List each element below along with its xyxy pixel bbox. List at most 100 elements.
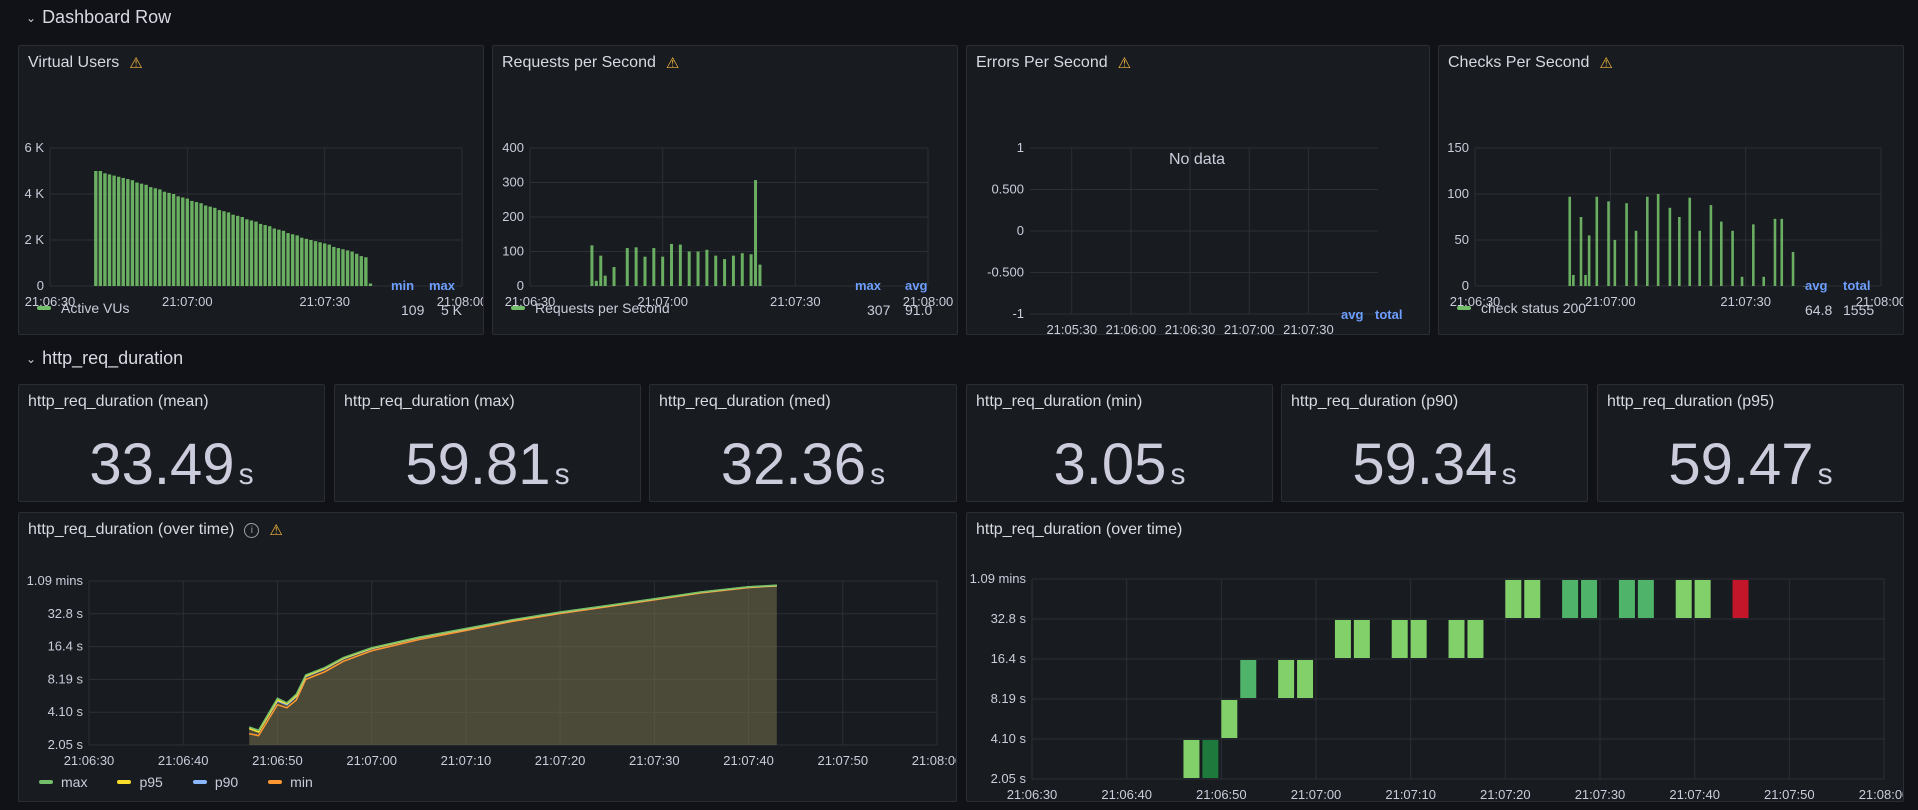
legend-item-check-status[interactable]: check status 200 xyxy=(1457,300,1586,316)
stat-value: 59.81 s xyxy=(335,431,640,498)
panel-requests-per-second[interactable]: Requests per Second ⚠ 400 300 200 100 0 21:06… xyxy=(492,45,958,335)
y-tick-label: 2.05 s xyxy=(991,771,1027,786)
x-tick-label: 21:07:00 xyxy=(346,753,397,768)
legend-value-avg: 64.8 xyxy=(1805,302,1833,318)
legend-header-max[interactable]: max xyxy=(855,278,882,293)
info-icon[interactable]: i xyxy=(244,522,260,538)
bar xyxy=(139,183,144,286)
legend-header-total[interactable]: total xyxy=(1375,307,1403,322)
x-tick-label: 21:07:00 xyxy=(1224,322,1275,335)
bar xyxy=(281,230,286,286)
bar xyxy=(723,259,727,286)
stat-unit: s xyxy=(1170,458,1186,491)
bar xyxy=(599,255,603,286)
row-header-dashboard-row[interactable]: ⌄ Dashboard Row xyxy=(26,7,171,28)
legend-item-p90[interactable]: p90 xyxy=(192,774,239,790)
x-tick-label: 21:07:30 xyxy=(770,294,821,309)
y-tick-label: 16.4 s xyxy=(48,639,84,654)
panel-errors-per-second[interactable]: Errors Per Second ⚠ 1 0.500 0 -0.500 -1 21:05… xyxy=(966,45,1430,335)
warning-icon[interactable]: ⚠ xyxy=(129,54,143,72)
bar xyxy=(245,219,249,286)
bar xyxy=(199,203,203,286)
stat-panel-med[interactable]: http_req_duration (med) 32.36 s xyxy=(649,384,957,502)
bar xyxy=(149,187,153,286)
panel-http-req-duration-timeseries[interactable]: http_req_duration (over time) i ⚠ 1.09 m… xyxy=(18,512,957,802)
bar xyxy=(1587,235,1591,286)
legend-item-min[interactable]: min xyxy=(268,774,313,790)
legend-header-total[interactable]: total xyxy=(1843,278,1871,293)
legend-label: p90 xyxy=(214,774,239,790)
bar xyxy=(1584,274,1587,286)
heatmap-cell xyxy=(1694,580,1711,618)
stat-panel-mean[interactable]: http_req_duration (mean) 33.49 s xyxy=(18,384,325,502)
y-tick-label: 0 xyxy=(1462,278,1469,293)
x-tick-label: 21:06:30 xyxy=(1450,294,1501,309)
panel-http-req-duration-heatmap[interactable]: http_req_duration (over time) 1.09 mins 3… xyxy=(966,512,1904,802)
x-tick-label: 21:07:40 xyxy=(1669,787,1720,802)
heatmap-cell xyxy=(1334,620,1351,658)
legend-header-min[interactable]: min xyxy=(391,278,415,293)
virtual-users-chart: 6 K 4 K 2 K 021:06:30 21:07:00 21:07:30 21:08:… xyxy=(24,140,483,309)
bar xyxy=(144,184,148,286)
heatmap-cell xyxy=(1581,580,1598,618)
bar xyxy=(1625,203,1628,286)
panel-virtual-users[interactable]: Virtual Users ⚠ 6 K 4 K 2 K 0 21:06:30 21:07:… xyxy=(18,45,484,335)
bar xyxy=(1595,196,1599,286)
x-tick-label: 21:06:50 xyxy=(1196,787,1247,802)
warning-icon[interactable]: ⚠ xyxy=(665,54,680,72)
bar xyxy=(1572,274,1575,286)
panel-title: Errors Per Second ⚠ xyxy=(976,54,1131,72)
legend-header-avg[interactable]: avg xyxy=(1805,278,1828,293)
bar xyxy=(268,226,272,286)
stat-unit: s xyxy=(1501,458,1517,491)
bar xyxy=(235,215,240,286)
legend-value-min: 109 xyxy=(401,302,425,318)
bar xyxy=(94,171,98,286)
x-tick-label: 21:05:30 xyxy=(1046,322,1097,335)
warning-icon[interactable]: ⚠ xyxy=(1117,54,1132,72)
bar xyxy=(103,173,107,286)
x-tick-label: 21:07:50 xyxy=(1764,787,1815,802)
y-tick-label: 4.10 s xyxy=(991,731,1027,746)
bar xyxy=(203,205,208,286)
y-tick-label: 8.19 s xyxy=(991,691,1027,706)
stat-panel-min[interactable]: http_req_duration (min) 3.05 s xyxy=(966,384,1273,502)
heatmap-cell xyxy=(1353,620,1370,658)
legend-item-active-vus[interactable]: Active VUs xyxy=(37,300,129,316)
bar xyxy=(194,202,199,286)
legend-header-max[interactable]: max xyxy=(429,278,456,293)
y-tick-label: 400 xyxy=(502,140,524,155)
row-header-http-req-duration[interactable]: ⌄ http_req_duration xyxy=(26,348,183,369)
warning-icon[interactable]: ⚠ xyxy=(269,521,283,539)
legend-header-avg[interactable]: avg xyxy=(905,278,928,293)
x-tick-label: 21:06:30 xyxy=(1007,787,1058,802)
bar xyxy=(359,256,363,286)
bar xyxy=(208,206,212,286)
heatmap-cell xyxy=(1505,580,1522,618)
errors-per-second-chart: 1 0.500 0 -0.500 -1 21:05:30 21:06:00 21:06:30 2… xyxy=(987,140,1378,335)
bar xyxy=(217,210,222,286)
legend-item-p95[interactable]: p95 xyxy=(117,774,163,790)
stat-panel-p95[interactable]: http_req_duration (p95) 59.47 s xyxy=(1597,384,1904,502)
y-tick-label: 1 xyxy=(1017,140,1024,155)
legend-item-max[interactable]: max xyxy=(39,774,87,790)
bar xyxy=(277,229,281,286)
bar xyxy=(590,245,594,286)
legend-swatch xyxy=(192,780,207,784)
warning-icon[interactable]: ⚠ xyxy=(1599,54,1613,72)
stat-panel-p90[interactable]: http_req_duration (p90) 59.34 s xyxy=(1281,384,1588,502)
panel-checks-per-second[interactable]: Checks Per Second ⚠ 150 100 50 0 21:06:30 21:… xyxy=(1438,45,1904,335)
stat-number: 59.34 xyxy=(1352,432,1498,497)
panel-title: http_req_duration (p90) xyxy=(1291,393,1459,410)
bar xyxy=(1720,221,1723,286)
y-tick-label: 0.500 xyxy=(991,182,1024,197)
legend-header-avg[interactable]: avg xyxy=(1341,307,1364,322)
y-tick-label: 0 xyxy=(517,278,524,293)
heatmap-cell xyxy=(1675,580,1692,618)
bar xyxy=(1568,196,1572,286)
heatmap-cell xyxy=(1240,660,1257,698)
stat-panel-max[interactable]: http_req_duration (max) 59.81 s xyxy=(334,384,641,502)
x-tick-label: 21:07:50 xyxy=(817,753,868,768)
y-tick-label: -0.500 xyxy=(987,265,1024,280)
legend-item-requests[interactable]: Requests per Second xyxy=(511,300,670,316)
